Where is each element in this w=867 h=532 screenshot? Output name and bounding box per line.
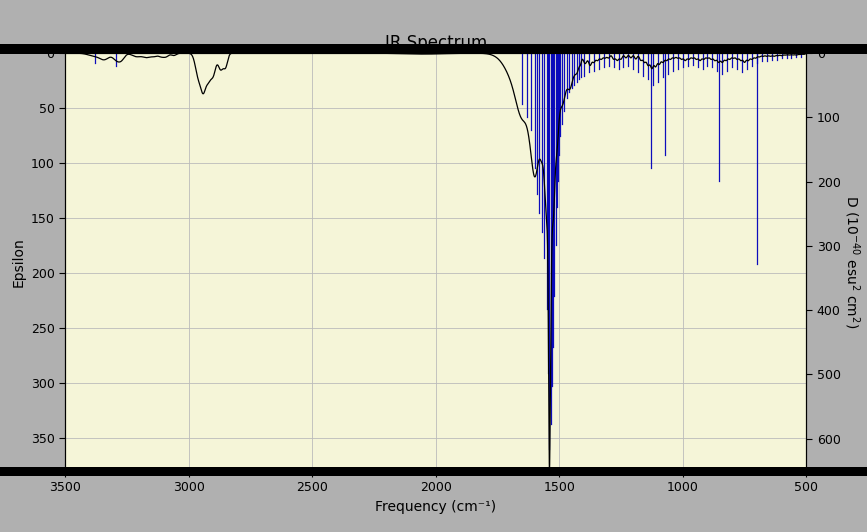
X-axis label: Frequency (cm⁻¹): Frequency (cm⁻¹) [375,500,496,514]
Y-axis label: Epsilon: Epsilon [11,237,25,287]
Title: IR Spectrum: IR Spectrum [385,34,486,52]
Y-axis label: D (10$^{-40}$ esu$^2$ cm$^2$): D (10$^{-40}$ esu$^2$ cm$^2$) [842,195,862,329]
